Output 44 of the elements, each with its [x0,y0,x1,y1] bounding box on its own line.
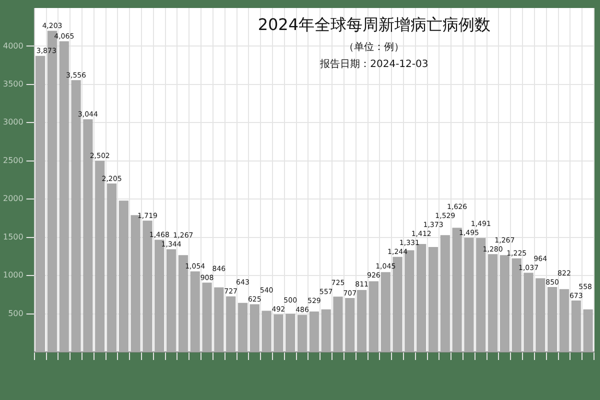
bar [118,200,128,352]
y-tick-label: 1500 [3,232,24,242]
bar [226,296,236,352]
bar [500,255,510,352]
bar [250,304,260,352]
bar [536,278,546,352]
bar [488,254,498,352]
bar [106,183,117,352]
y-tick-label: 1000 [3,270,24,280]
text: （单位：例） [344,41,404,53]
bar [262,310,272,352]
bar [583,309,593,352]
y-tick-label: 3000 [3,118,24,127]
text: 2024年全球每周新增病亡病例数 [258,15,491,34]
bar [440,235,450,352]
y-tick-label: 2000 [3,194,24,204]
bar [166,249,176,352]
bar [524,272,534,352]
bar [345,298,355,352]
bar [380,272,390,352]
bar [559,289,570,352]
bar [202,282,212,352]
y-tick-label: 4000 [3,41,24,50]
bar [548,287,558,352]
y-tick-label: 500 [8,308,24,318]
bar [464,238,474,352]
bar [368,281,379,352]
bar [286,314,296,352]
bar [297,314,308,352]
bar [309,312,319,352]
bar [333,296,343,352]
bar [238,302,248,352]
bar [321,309,331,352]
y-tick-label: 2500 [3,156,24,165]
bar [274,314,284,352]
y-tick-label: 3500 [3,80,24,89]
bar [357,290,367,352]
annotation: 报告日期：2024-12-03 [319,58,428,70]
bar [190,271,200,352]
bar [416,244,426,352]
bar [428,247,438,352]
bar [571,300,581,352]
bar [36,56,46,352]
bar [214,287,224,352]
